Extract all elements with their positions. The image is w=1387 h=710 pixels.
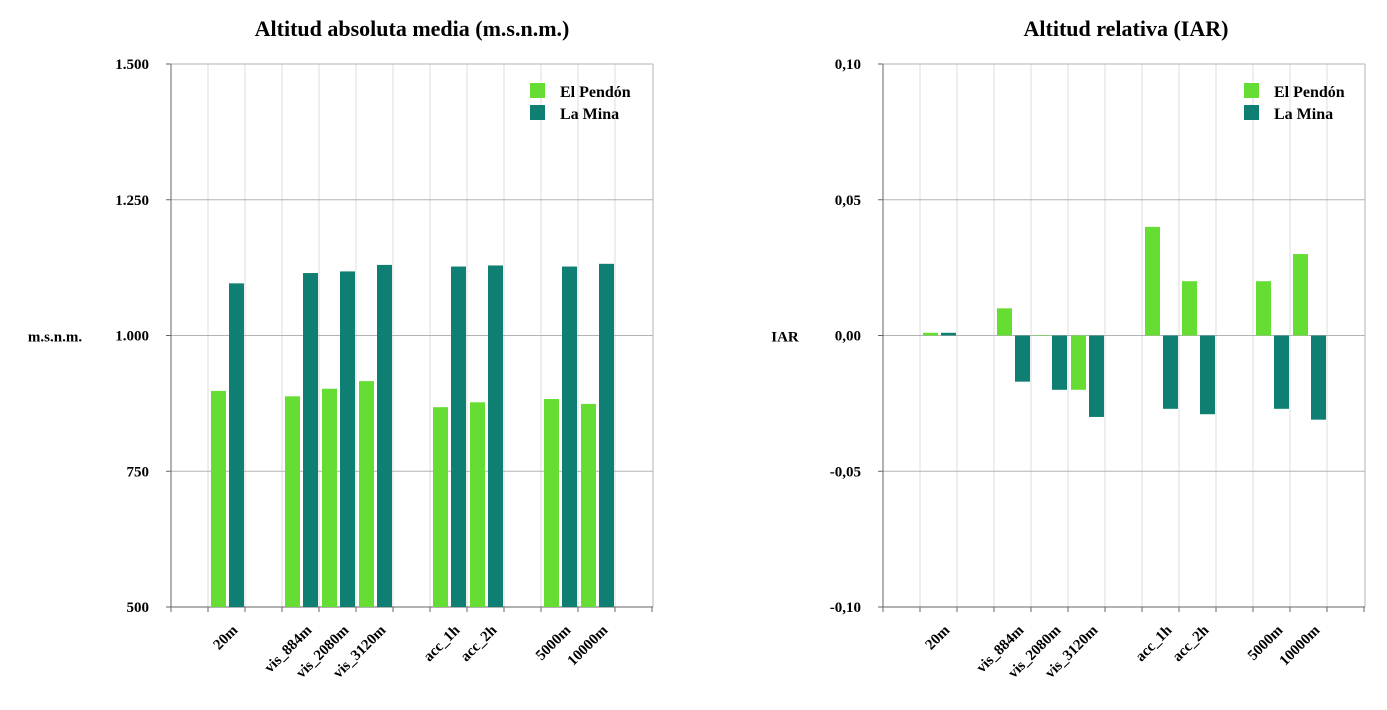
y-tick-label: 1.250 — [115, 193, 149, 209]
bar-la-mina-vis-884m — [303, 273, 318, 607]
bar-la-mina-vis-3120m — [377, 264, 392, 607]
chart-panel-1: Altitud absoluta media (m.s.n.m.) 500 750 1… — [28, 16, 654, 682]
bar-el-pendon-10000m — [1293, 254, 1308, 336]
bar-la-mina-20m — [229, 283, 244, 607]
bar-el-pendon-vis-2080m — [322, 388, 337, 607]
bar-el-pendon-acc-1h — [1145, 226, 1160, 336]
legend-label-la-mina: La Mina — [560, 106, 619, 123]
bar-la-mina-acc-1h — [1163, 335, 1178, 409]
bar-el-pendon-20m — [923, 332, 938, 336]
bar-el-pendon-acc-1h — [433, 407, 448, 607]
bar-el-pendon-acc-2h — [1182, 281, 1197, 336]
bar-el-pendon-20m — [211, 390, 226, 607]
y-tick-label: -0,05 — [830, 464, 861, 480]
y-tick-label: 750 — [127, 464, 150, 480]
x-tick-label: acc_1h — [1133, 622, 1176, 665]
bar-la-mina-acc-2h — [488, 265, 503, 607]
y-axis-label: m.s.n.m. — [28, 330, 82, 346]
y-tick-label: 0,10 — [835, 57, 861, 73]
bar-el-pendon-vis-884m — [997, 308, 1012, 336]
x-tick-label: acc_2h — [1170, 622, 1213, 665]
bar-la-mina-vis-2080m — [1052, 335, 1067, 390]
bar-la-mina-acc-1h — [451, 266, 466, 607]
legend-label-el-pendon: El Pendón — [1274, 84, 1345, 101]
x-tick-label: acc_2h — [458, 622, 501, 665]
bar-el-pendon-5000m — [1256, 281, 1271, 336]
chart-title: Altitud relativa (IAR) — [1024, 16, 1229, 41]
bar-la-mina-5000m — [562, 266, 577, 607]
x-tick-label: 20m — [211, 622, 242, 653]
y-tick-label: -0,10 — [830, 600, 861, 616]
bar-la-mina-10000m — [1311, 335, 1326, 420]
bar-la-mina-10000m — [599, 263, 614, 607]
legend-swatch-el-pendon — [1244, 83, 1259, 98]
y-tick-label: 0,05 — [835, 193, 861, 209]
y-tick-label: 500 — [127, 600, 150, 616]
x-tick-label: 10000m — [1277, 622, 1324, 669]
y-tick-label: 0,00 — [835, 329, 861, 345]
x-tick-label: 10000m — [565, 622, 612, 669]
y-tick-label: 1.500 — [115, 57, 149, 73]
chart-title: Altitud absoluta media (m.s.n.m.) — [255, 16, 570, 41]
legend-swatch-el-pendon — [530, 83, 545, 98]
y-tick-label: 1.000 — [115, 329, 149, 345]
bar-la-mina-vis-3120m — [1089, 335, 1104, 417]
legend-swatch-la-mina — [530, 105, 545, 120]
y-axis-label: IAR — [771, 330, 799, 346]
bar-el-pendon-vis-884m — [285, 396, 300, 607]
legend-label-el-pendon: El Pendón — [560, 84, 631, 101]
x-tick-label: 20m — [923, 622, 954, 653]
legend-swatch-la-mina — [1244, 105, 1259, 120]
bar-el-pendon-vis-3120m — [1071, 335, 1086, 390]
bar-el-pendon-10000m — [581, 403, 596, 607]
bar-el-pendon-5000m — [544, 399, 559, 607]
bar-el-pendon-acc-2h — [470, 402, 485, 607]
bar-el-pendon-vis-2080m — [1034, 335, 1049, 336]
chart-panel-2: Altitud relativa (IAR) -0,10 -0,05 0,00 0,05… — [771, 16, 1366, 682]
bar-el-pendon-vis-3120m — [359, 381, 374, 607]
bar-la-mina-5000m — [1274, 335, 1289, 409]
x-tick-label: acc_1h — [421, 622, 464, 665]
bar-la-mina-20m — [941, 332, 956, 336]
legend-label-la-mina: La Mina — [1274, 106, 1333, 123]
bar-la-mina-vis-884m — [1015, 335, 1030, 382]
bar-la-mina-vis-2080m — [340, 271, 355, 607]
bar-la-mina-acc-2h — [1200, 335, 1215, 415]
